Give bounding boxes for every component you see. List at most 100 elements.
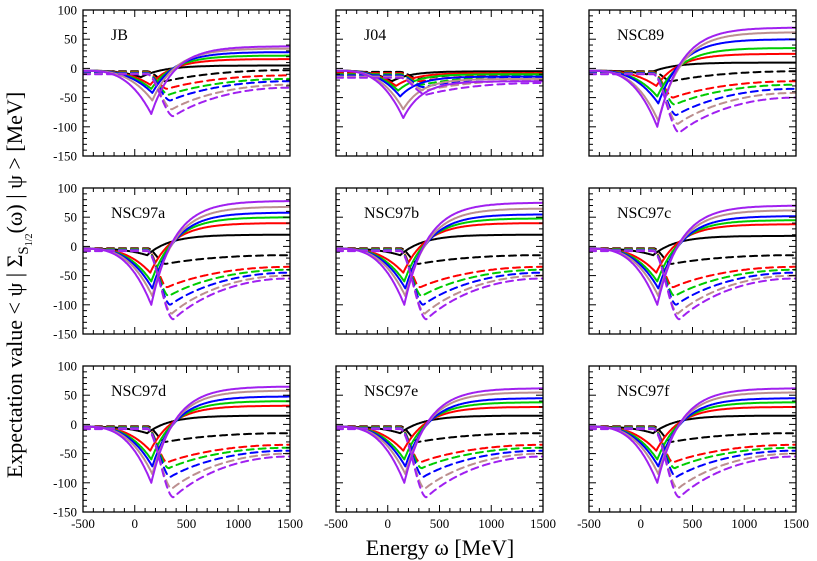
y-tick-label: 0 (71, 61, 78, 76)
imag-curve-4 (336, 249, 543, 315)
x-tick-label: 0 (385, 516, 392, 531)
x-tick-label: -500 (324, 516, 348, 531)
real-curve-5 (589, 387, 796, 484)
real-curve-0 (589, 61, 796, 76)
imag-curve-5 (336, 428, 543, 499)
imag-curve-3 (83, 426, 290, 478)
imag-curve-4 (589, 249, 796, 315)
imag-curve-2 (83, 71, 290, 96)
y-tick-label: -150 (53, 149, 77, 164)
y-tick-label: 100 (58, 181, 78, 196)
imag-curve-5 (589, 428, 796, 499)
x-tick-label: 1000 (478, 516, 504, 531)
y-axis-label-sub2: 1/2 (24, 233, 35, 246)
y-tick-label: -50 (60, 90, 77, 105)
y-axis-label-prefix: Expectation value < ψ | Σ (2, 255, 27, 479)
plot-area (83, 385, 290, 499)
panel-label: NSC89 (617, 27, 664, 44)
panel-label: JB (111, 27, 128, 44)
imag-curve-1 (336, 425, 543, 464)
imag-curve-4 (83, 249, 290, 315)
x-tick-label: 1500 (783, 516, 809, 531)
panel-label: NSC97a (111, 205, 165, 222)
y-tick-label: 50 (64, 210, 77, 225)
imag-curve-1 (83, 247, 290, 289)
x-tick-label: 1000 (225, 516, 251, 531)
real-curve-0 (83, 233, 290, 257)
real-curve-0 (336, 233, 543, 257)
x-tick-label: 1000 (731, 516, 757, 531)
x-tick-label: 1500 (277, 516, 303, 531)
real-curve-5 (83, 200, 290, 306)
real-curve-0 (83, 414, 290, 435)
panel-nsc89: NSC89 (588, 9, 797, 157)
real-curve-0 (589, 414, 796, 435)
plot-area (83, 200, 290, 321)
plot-area (336, 69, 543, 119)
imag-curve-3 (589, 426, 796, 478)
imag-curve-0 (589, 425, 796, 443)
imag-curve-2 (83, 248, 290, 297)
y-tick-label: 100 (58, 3, 78, 18)
y-axis-label-suffix: (ω) | ψ > [MeV] (2, 92, 27, 234)
panel-nsc97b: NSC97b (335, 187, 544, 335)
imag-curve-5 (336, 76, 543, 96)
real-curve-4 (589, 391, 796, 475)
x-axis-label: Energy ω [MeV] (366, 535, 514, 560)
y-tick-label: 100 (58, 359, 78, 374)
panel-label: NSC97e (364, 383, 418, 400)
panel-nsc97f: -500 0 500 1000 1500 NSC97f (577, 365, 809, 531)
plot-area (589, 204, 796, 321)
x-tick-label: -500 (577, 516, 601, 531)
imag-curve-4 (589, 427, 796, 490)
imag-curve-3 (336, 248, 543, 306)
real-curve-3 (589, 38, 796, 105)
plot-area (589, 26, 796, 134)
imag-curve-4 (336, 427, 543, 490)
y-tick-label: -150 (53, 505, 77, 520)
y-tick-label: -50 (60, 268, 77, 283)
panel-label: NSC97f (617, 383, 670, 400)
real-curve-4 (336, 391, 543, 475)
imag-curve-3 (83, 248, 290, 306)
real-curve-0 (589, 234, 796, 257)
y-tick-label: 50 (64, 32, 77, 47)
imag-curve-4 (336, 75, 543, 92)
imag-curve-3 (336, 426, 543, 478)
imag-curve-0 (83, 247, 290, 265)
y-tick-label: -150 (53, 327, 77, 342)
imag-curve-1 (336, 247, 543, 289)
y-tick-label: 0 (71, 239, 78, 254)
real-curve-5 (589, 204, 796, 306)
imag-curve-2 (589, 71, 796, 106)
imag-curve-0 (336, 425, 543, 443)
imag-curve-0 (589, 247, 796, 265)
imag-curve-1 (83, 70, 290, 90)
imag-curve-5 (589, 250, 796, 321)
real-curve-5 (336, 69, 543, 119)
imag-curve-2 (336, 248, 543, 297)
imag-curve-5 (589, 73, 796, 134)
panel-nsc97a: -150 -100 -50 0 50 100 NSC97a (53, 181, 291, 342)
x-tick-label: 500 (683, 516, 703, 531)
y-tick-label: 0 (71, 417, 78, 432)
real-curve-0 (336, 414, 543, 435)
plot-area (336, 201, 543, 321)
panel-nsc97c: NSC97c (588, 187, 797, 335)
plot-area (589, 387, 796, 499)
imag-curve-5 (83, 250, 290, 321)
imag-curve-0 (589, 70, 796, 83)
panel-label: NSC97c (617, 205, 671, 222)
real-curve-4 (83, 205, 290, 297)
real-curve-1 (589, 52, 796, 87)
panel-j04: J04 (335, 9, 544, 157)
x-tick-label: 0 (638, 516, 645, 531)
real-curve-5 (336, 387, 543, 484)
imag-curve-1 (589, 70, 796, 99)
imag-curve-5 (83, 73, 290, 118)
y-axis-label: Expectation value < ψ | ΣS1/2(ω) | ψ > [… (2, 92, 35, 478)
imag-curve-5 (336, 250, 543, 321)
